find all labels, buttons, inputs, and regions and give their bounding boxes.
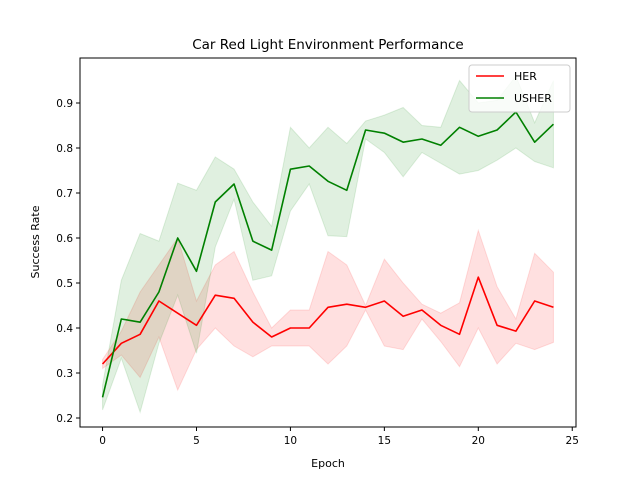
x-tick-label: 15: [378, 435, 391, 447]
y-tick-label: 0.2: [56, 413, 73, 425]
x-tick-label: 5: [193, 435, 200, 447]
x-tick-label: 20: [472, 435, 485, 447]
x-tick-label: 0: [99, 435, 106, 447]
series-line-usher: [101, 111, 555, 398]
series-lines: [101, 111, 555, 398]
y-tick-label: 0.3: [56, 368, 73, 380]
band-usher: [102, 75, 554, 414]
x-axis-label: Epoch: [311, 457, 345, 470]
chart-title: Car Red Light Environment Performance: [192, 37, 464, 53]
series-line-her: [101, 276, 554, 365]
y-tick-label: 0.9: [56, 98, 73, 110]
legend-label-her: HER: [514, 70, 537, 83]
confidence-bands: [102, 75, 554, 414]
x-axis-ticks: 0 5 10 15 20 25: [99, 427, 579, 447]
x-tick-label: 10: [284, 435, 297, 447]
y-axis-ticks: 0.2 0.3 0.4 0.5 0.6 0.7 0.8 0.9: [56, 98, 80, 425]
y-tick-label: 0.4: [56, 323, 73, 335]
band-her: [102, 228, 554, 392]
y-tick-label: 0.6: [56, 233, 73, 245]
plot-frame: [79, 57, 577, 428]
legend: HER USHER: [468, 64, 571, 113]
y-axis-label: Success Rate: [29, 205, 42, 278]
y-tick-label: 0.7: [56, 188, 73, 200]
y-tick-label: 0.5: [56, 278, 73, 290]
x-tick-label: 25: [566, 435, 579, 447]
y-tick-label: 0.8: [56, 143, 73, 155]
legend-label-usher: USHER: [514, 92, 552, 105]
